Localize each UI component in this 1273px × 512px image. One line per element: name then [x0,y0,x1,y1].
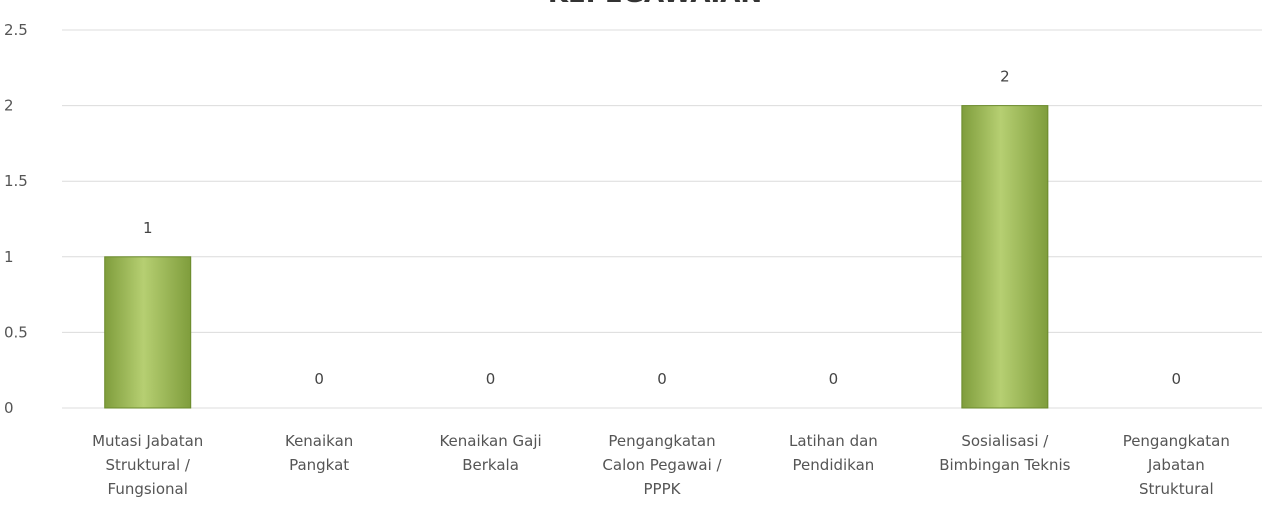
y-tick-label: 2.5 [4,21,28,39]
x-tick-label: Pengangkatan [1123,432,1230,450]
data-label: 0 [486,370,496,388]
y-tick-label: 1.5 [4,172,28,190]
x-tick-label: Pangkat [289,456,349,474]
x-tick-label: Pendidikan [793,456,875,474]
x-tick-label: Berkala [462,456,519,474]
x-tick-label: Pengangkatan [608,432,715,450]
x-tick-label: Kenaikan Gaji [439,432,541,450]
x-axis-labels: Mutasi Jabatan Struktural / Fungsional Kena… [92,432,1230,498]
data-label: 0 [314,370,324,388]
y-tick-label: 0 [4,399,14,417]
data-label: 0 [1172,370,1182,388]
x-tick-label: Mutasi Jabatan [92,432,203,450]
x-tick-label: Sosialisasi / [961,432,1049,450]
data-label: 1 [143,219,153,237]
x-tick-label: Struktural [1139,480,1214,498]
x-tick-label: Fungsional [108,480,188,498]
x-tick-label: Latihan dan [789,432,878,450]
x-tick-label: Struktural / [105,456,190,474]
x-tick-label: Bimbingan Teknis [939,456,1070,474]
data-label: 0 [829,370,839,388]
x-tick-label: Jabatan [1147,456,1205,474]
x-tick-label: Calon Pegawai / [602,456,722,474]
y-tick-label: 2 [4,97,14,115]
data-label: 0 [657,370,667,388]
data-labels: 1 0 0 0 0 2 0 [143,68,1181,388]
chart-title: KEPEGAWAIAN [548,0,762,9]
bars [104,105,1049,409]
bar [961,105,1049,409]
x-tick-label: Kenaikan [285,432,353,450]
bar [104,256,192,409]
x-tick-label: PPPK [644,480,682,498]
y-tick-label: 0.5 [4,323,28,341]
data-label: 2 [1000,68,1010,86]
grid-lines [62,29,1262,409]
y-axis-ticks: 0 0.5 1 1.5 2 2.5 [4,21,28,417]
y-tick-label: 1 [4,248,14,266]
